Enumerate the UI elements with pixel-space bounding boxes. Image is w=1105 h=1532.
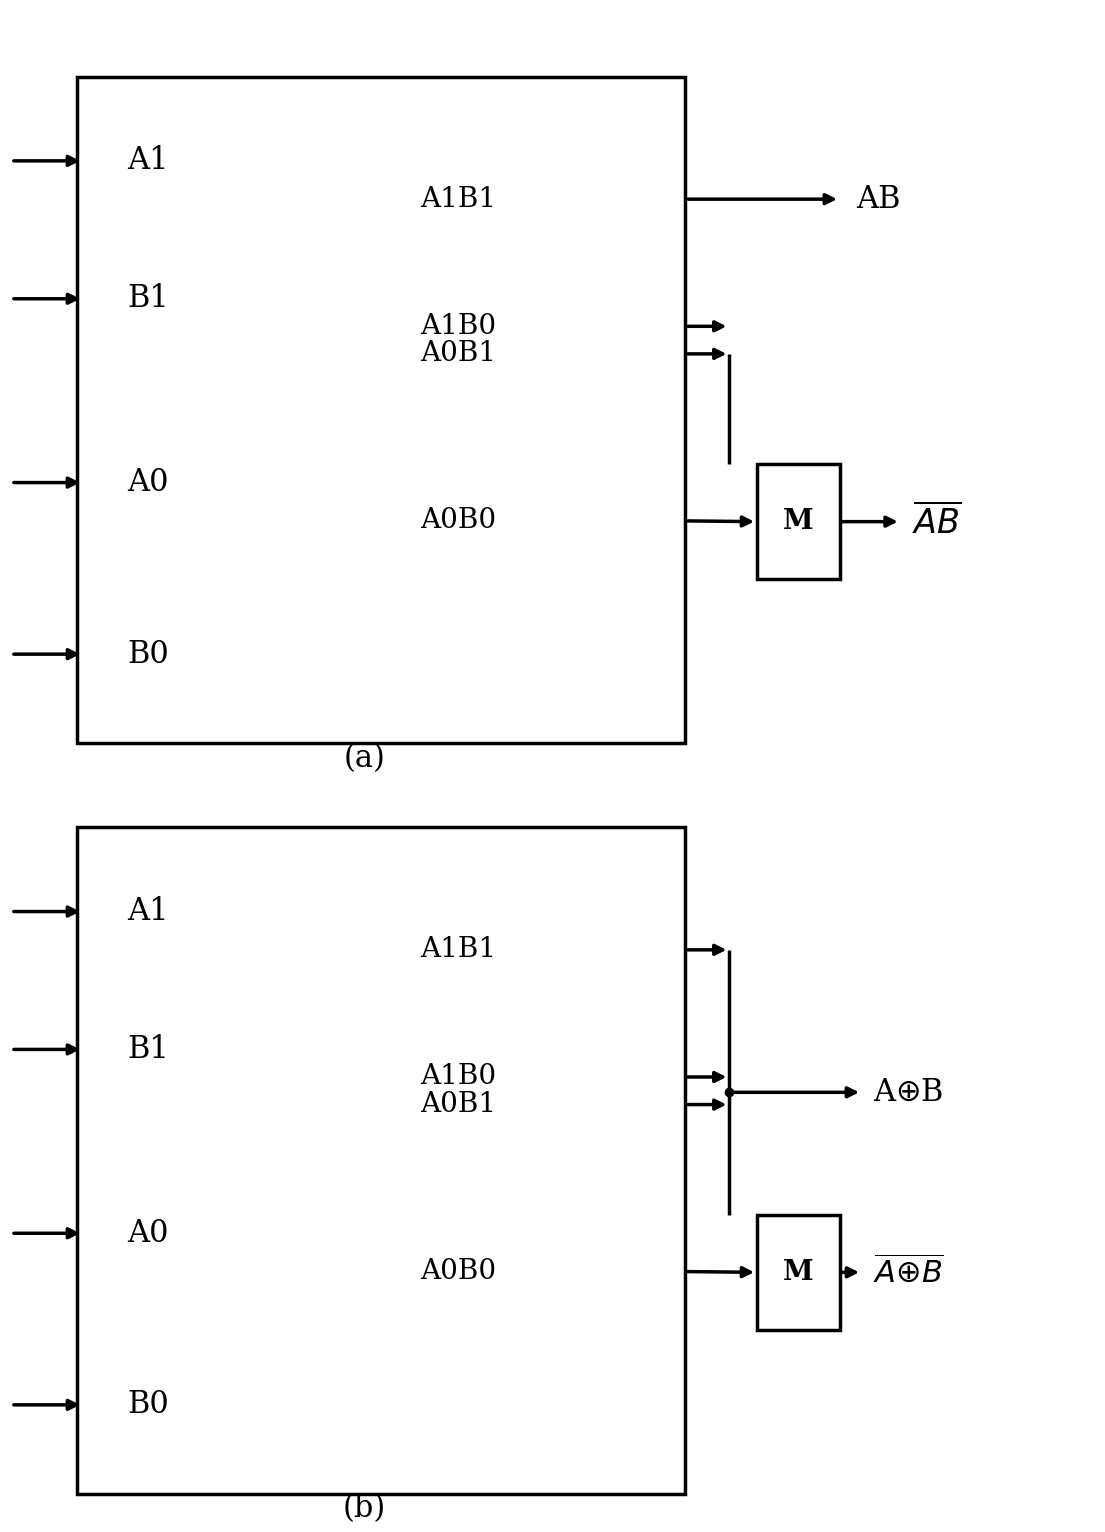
Text: $\overline{AB}$: $\overline{AB}$ [912, 502, 961, 541]
Text: M: M [783, 1259, 813, 1285]
Text: A1: A1 [127, 896, 169, 927]
Text: B1: B1 [127, 1034, 169, 1065]
Bar [77, 77, 685, 743]
Bar [77, 827, 685, 1494]
Bar [757, 464, 840, 579]
Text: A1B1: A1B1 [420, 936, 496, 964]
Text: (b): (b) [343, 1494, 387, 1524]
Text: A0: A0 [127, 1218, 169, 1249]
Text: A0B1: A0B1 [420, 340, 496, 368]
Text: A0B1: A0B1 [420, 1091, 496, 1118]
Text: A0: A0 [127, 467, 169, 498]
Text: (a): (a) [344, 743, 386, 774]
Text: AB: AB [856, 184, 901, 214]
Text: A$\oplus$B: A$\oplus$B [873, 1077, 944, 1108]
Text: A0B0: A0B0 [420, 1258, 496, 1285]
Bar [757, 1215, 840, 1330]
Text: B0: B0 [127, 1390, 169, 1420]
Text: B1: B1 [127, 283, 169, 314]
Text: A1B0: A1B0 [420, 1063, 496, 1091]
Text: B0: B0 [127, 639, 169, 669]
Text: A1B0: A1B0 [420, 313, 496, 340]
Text: A1: A1 [127, 146, 169, 176]
Text: $\overline{A{\oplus}B}$: $\overline{A{\oplus}B}$ [873, 1256, 944, 1288]
Text: A1B1: A1B1 [420, 185, 496, 213]
Text: M: M [783, 509, 813, 535]
Text: A0B0: A0B0 [420, 507, 496, 535]
